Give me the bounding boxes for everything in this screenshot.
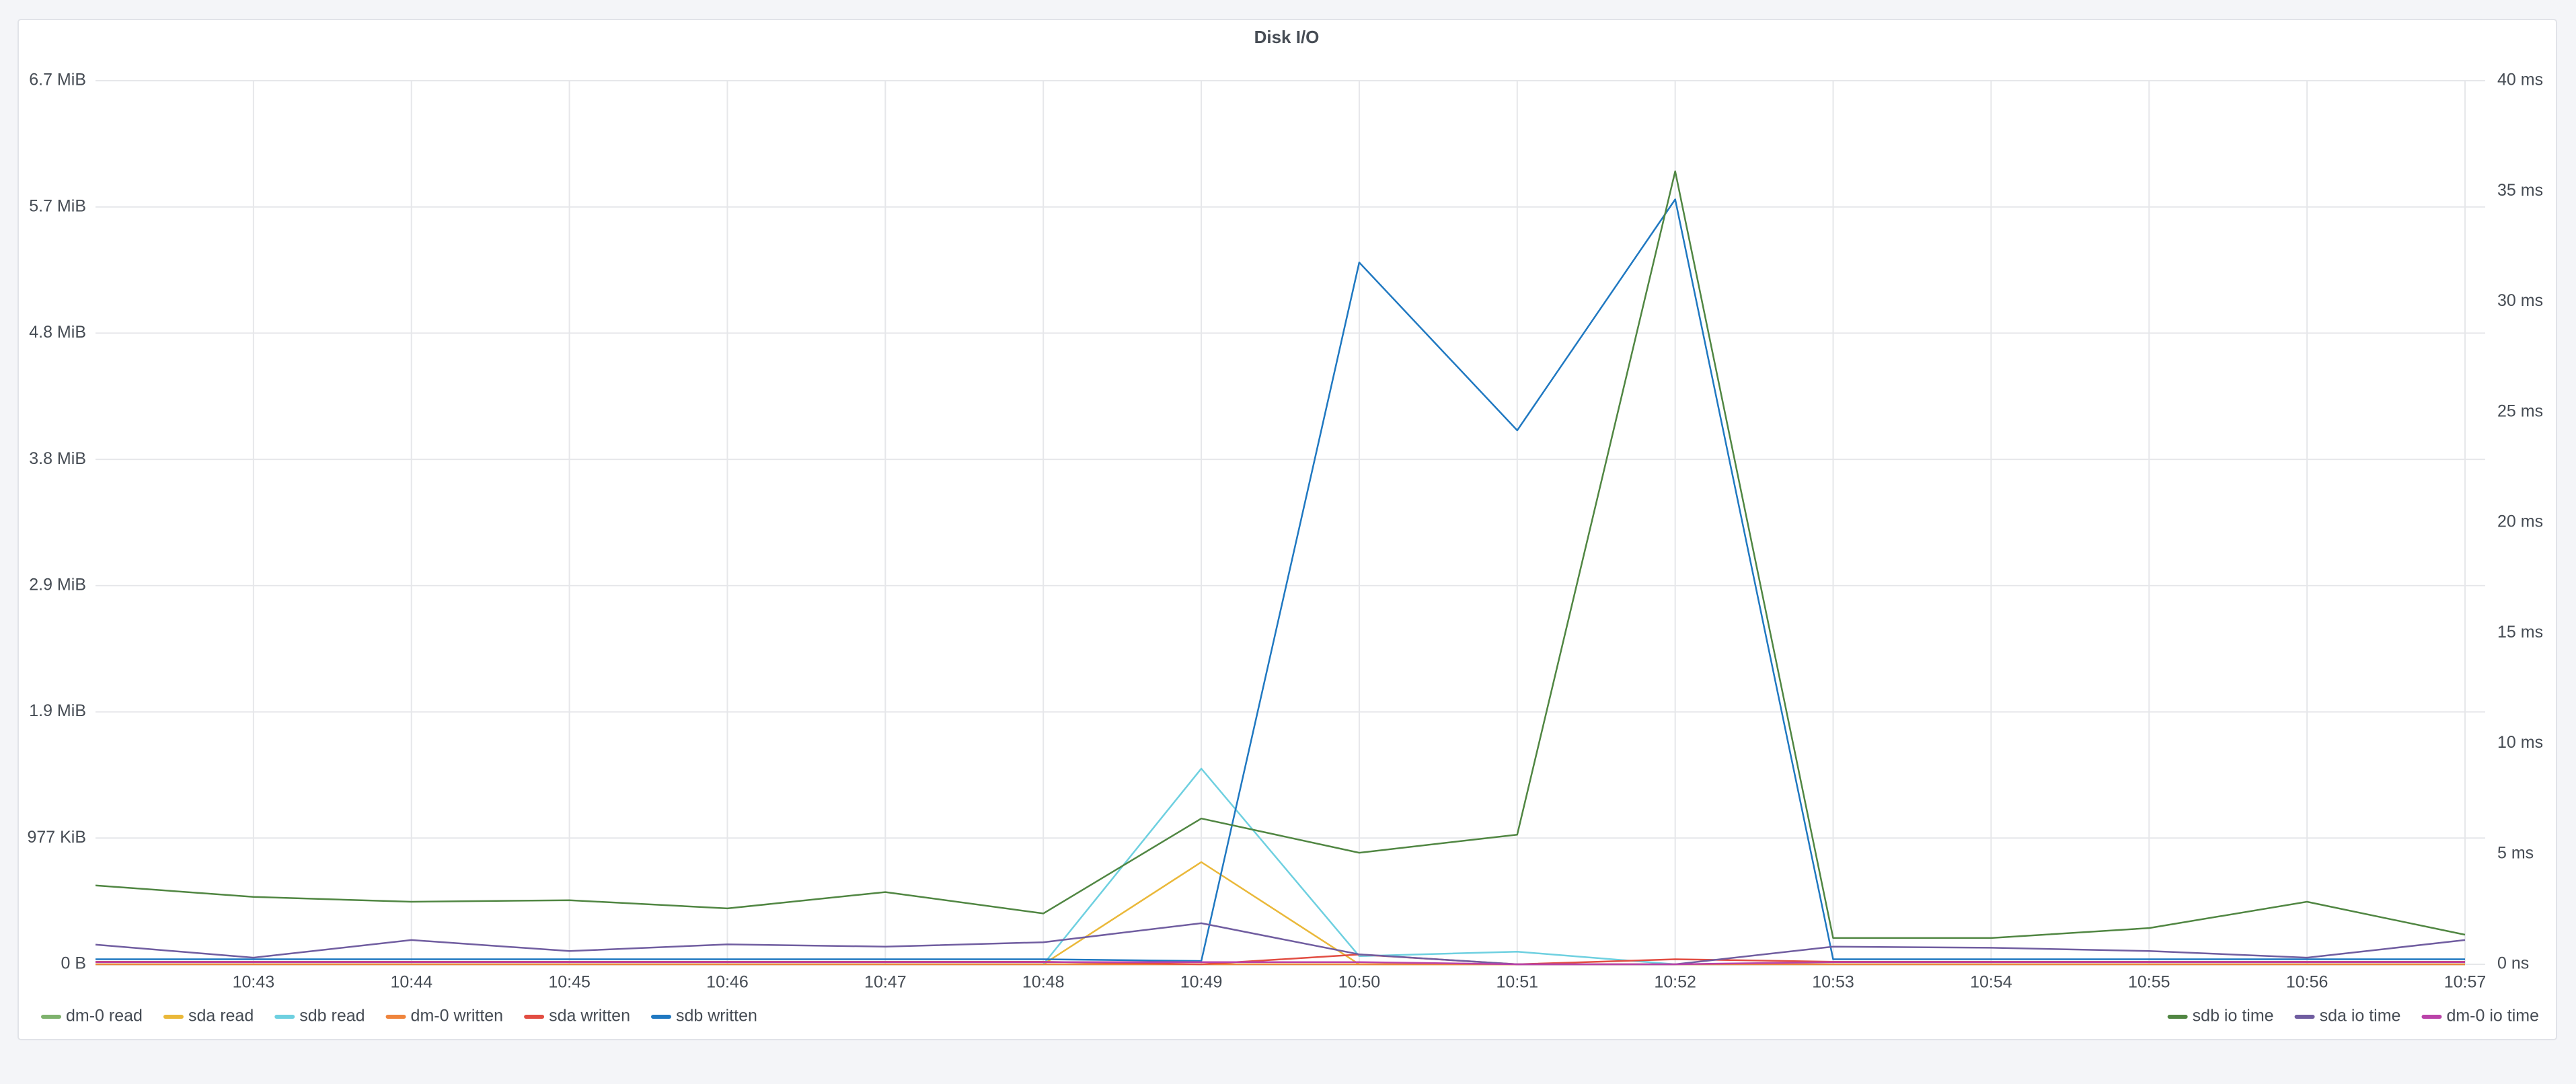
x-tick-label: 10:47	[864, 973, 907, 992]
y-tick-label: 4.8 MiB	[29, 323, 86, 342]
x-tick-label: 10:52	[1654, 973, 1696, 992]
series-line	[95, 170, 2466, 939]
x-tick-label: 10:50	[1338, 973, 1381, 992]
y2-tick-label: 25 ms	[2497, 401, 2543, 420]
legend-label: sdb written	[676, 1007, 757, 1025]
y-tick-label: 3.8 MiB	[29, 449, 86, 468]
legend-label: sda read	[188, 1007, 254, 1025]
y2-tick-label: 10 ms	[2497, 733, 2543, 752]
y2-tick-label: 30 ms	[2497, 291, 2543, 310]
y2-tick-label: 5 ms	[2497, 843, 2534, 862]
x-tick-label: 10:55	[2128, 973, 2170, 992]
y2-tick-label: 0 ns	[2497, 954, 2529, 973]
y2-tick-label: 40 ms	[2497, 71, 2543, 89]
x-tick-label: 10:45	[548, 973, 591, 992]
x-tick-label: 10:56	[2286, 973, 2328, 992]
x-tick-label: 10:46	[706, 973, 749, 992]
y2-tick-label: 20 ms	[2497, 512, 2543, 531]
legend-label: dm-0 written	[411, 1007, 504, 1025]
y-tick-label: 6.7 MiB	[29, 71, 86, 89]
series-line	[96, 961, 2465, 966]
legend-label: sda written	[549, 1007, 630, 1025]
x-tick-label: 10:53	[1812, 973, 1854, 992]
legend-label: sda io time	[2320, 1007, 2401, 1025]
x-tick-label: 10:49	[1180, 973, 1223, 992]
legend-label: sdb read	[299, 1007, 365, 1025]
panel	[17, 19, 2557, 1040]
chart-title: Disk I/O	[1254, 27, 1320, 47]
x-tick-label: 10:57	[2444, 973, 2487, 992]
x-tick-label: 10:51	[1497, 973, 1539, 992]
y-tick-label: 2.9 MiB	[29, 575, 86, 594]
legend-label: sdb io time	[2193, 1007, 2274, 1025]
x-tick-label: 10:48	[1022, 973, 1065, 992]
y-tick-label: 1.9 MiB	[29, 701, 86, 720]
y2-tick-label: 15 ms	[2497, 623, 2543, 642]
x-tick-label: 10:44	[390, 973, 432, 992]
x-tick-label: 10:54	[1970, 973, 2012, 992]
x-tick-label: 10:43	[233, 973, 275, 992]
legend-label: dm-0 io time	[2446, 1007, 2539, 1025]
y-tick-label: 5.7 MiB	[29, 196, 86, 215]
legend-label: dm-0 read	[66, 1007, 143, 1025]
series-line	[96, 198, 2465, 962]
series-line	[95, 922, 2466, 966]
y-tick-label: 0 B	[61, 954, 86, 973]
y2-tick-label: 35 ms	[2497, 181, 2543, 200]
y-tick-label: 977 KiB	[27, 828, 86, 847]
